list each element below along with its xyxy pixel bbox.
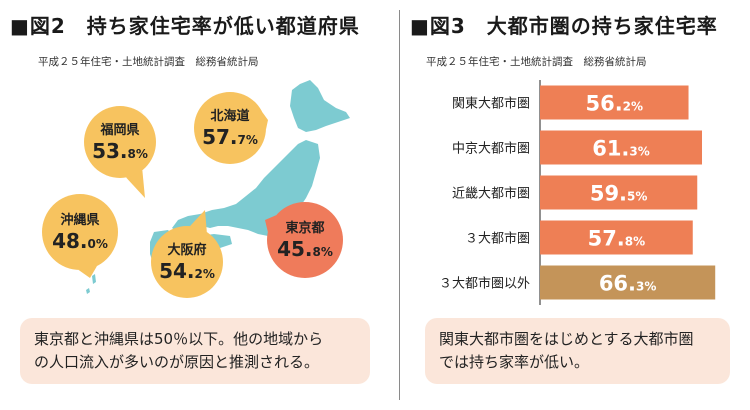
map-hokkaido: [290, 80, 350, 132]
right-panel-title: ■図3 大都市圏の持ち家住宅率: [410, 14, 718, 38]
bar: [540, 265, 716, 300]
bar-category-label: ３大都市圏: [465, 231, 530, 247]
bar-value-label: 56.2%: [585, 92, 643, 116]
bar: [540, 85, 689, 120]
left-note-box: 東京都と沖縄県は50％以下。他の地域から の人口流入が多いのが原因と推測される。: [20, 318, 370, 384]
bubble-value: 53.8%: [92, 139, 148, 163]
bar-value-label: 57.8%: [588, 227, 646, 251]
right-note-line2: では持ち家率が低い。: [439, 353, 590, 371]
right-note-box: 関東大都市圏をはじめとする大都市圏 では持ち家率が低い。: [425, 318, 730, 384]
bubble-value: 45.8%: [277, 237, 333, 261]
bar-category-label: 中京大都市圏: [452, 141, 530, 157]
bubble-pointer: [126, 170, 145, 198]
left-panel-source: 平成２５年住宅・土地統計調査 総務省統計局: [38, 56, 259, 68]
bar-category-label: ３大都市圏以外: [439, 276, 530, 292]
bubble-circle: [267, 202, 343, 278]
bubble-circle: [42, 194, 118, 270]
bar: [540, 220, 693, 255]
map-okinawa: [92, 274, 96, 284]
bar-value-label: 61.3%: [592, 137, 650, 161]
right-note-line1: 関東大都市圏をはじめとする大都市圏: [439, 330, 694, 348]
bubble-value: 57.7%: [202, 125, 258, 149]
bar-value-label: 59.5%: [590, 182, 648, 206]
map-okinawa-islands: [86, 288, 90, 294]
bubble-label: 北海道: [210, 108, 249, 124]
bar: [540, 130, 703, 165]
bubble-label: 福岡県: [99, 122, 139, 138]
right-panel-source: 平成２５年住宅・土地統計調査 総務省統計局: [426, 56, 647, 68]
bubble-circle: [151, 226, 223, 298]
bubble-label: 沖縄県: [60, 212, 99, 228]
bar-category-label: 近畿大都市圏: [452, 186, 530, 202]
left-panel-title: ■図2 持ち家住宅率が低い都道府県: [10, 14, 360, 38]
bar-category-label: 関東大都市圏: [452, 96, 530, 112]
left-note-line1: 東京都と沖縄県は50％以下。他の地域から: [34, 330, 324, 348]
bubble-value: 54.2%: [159, 259, 215, 283]
bubble-circle: [194, 92, 266, 164]
bubble-circle: [84, 106, 156, 178]
metro-bar-chart: 関東大都市圏 56.2% 中京大都市圏 61.3% 近畿大都市圏 59.5% ３大都市圏 57…: [439, 80, 716, 305]
left-note-line2: の人口流入が多いのが原因と推測される。: [34, 353, 320, 371]
panel-divider: [399, 10, 400, 400]
bubble-pointer: [189, 210, 207, 232]
bar: [540, 175, 698, 210]
bubble-label: 東京都: [285, 220, 324, 236]
bar-value-label: 66.3%: [599, 272, 657, 296]
bubble-value: 48.0%: [52, 229, 108, 253]
bubble-label: 大阪府: [167, 242, 206, 258]
